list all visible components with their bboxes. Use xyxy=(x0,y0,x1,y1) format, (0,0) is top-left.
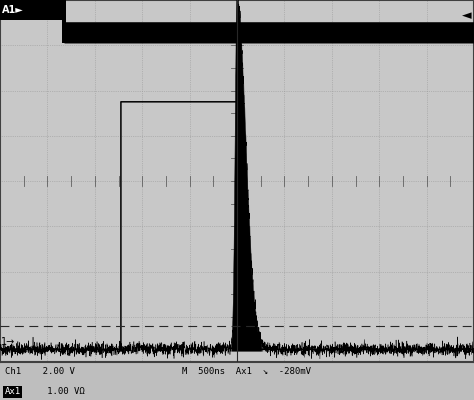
Text: Ax1: Ax1 xyxy=(5,387,21,396)
Text: 1.00 VΩ: 1.00 VΩ xyxy=(31,387,84,396)
Text: 1→: 1→ xyxy=(1,337,15,347)
Text: Ch1    2.00 V: Ch1 2.00 V xyxy=(5,367,74,376)
Text: A1►: A1► xyxy=(2,6,24,16)
Text: M  500ns  Ax1  ↘  -280mV: M 500ns Ax1 ↘ -280mV xyxy=(182,367,311,376)
Text: ◄: ◄ xyxy=(462,9,472,22)
